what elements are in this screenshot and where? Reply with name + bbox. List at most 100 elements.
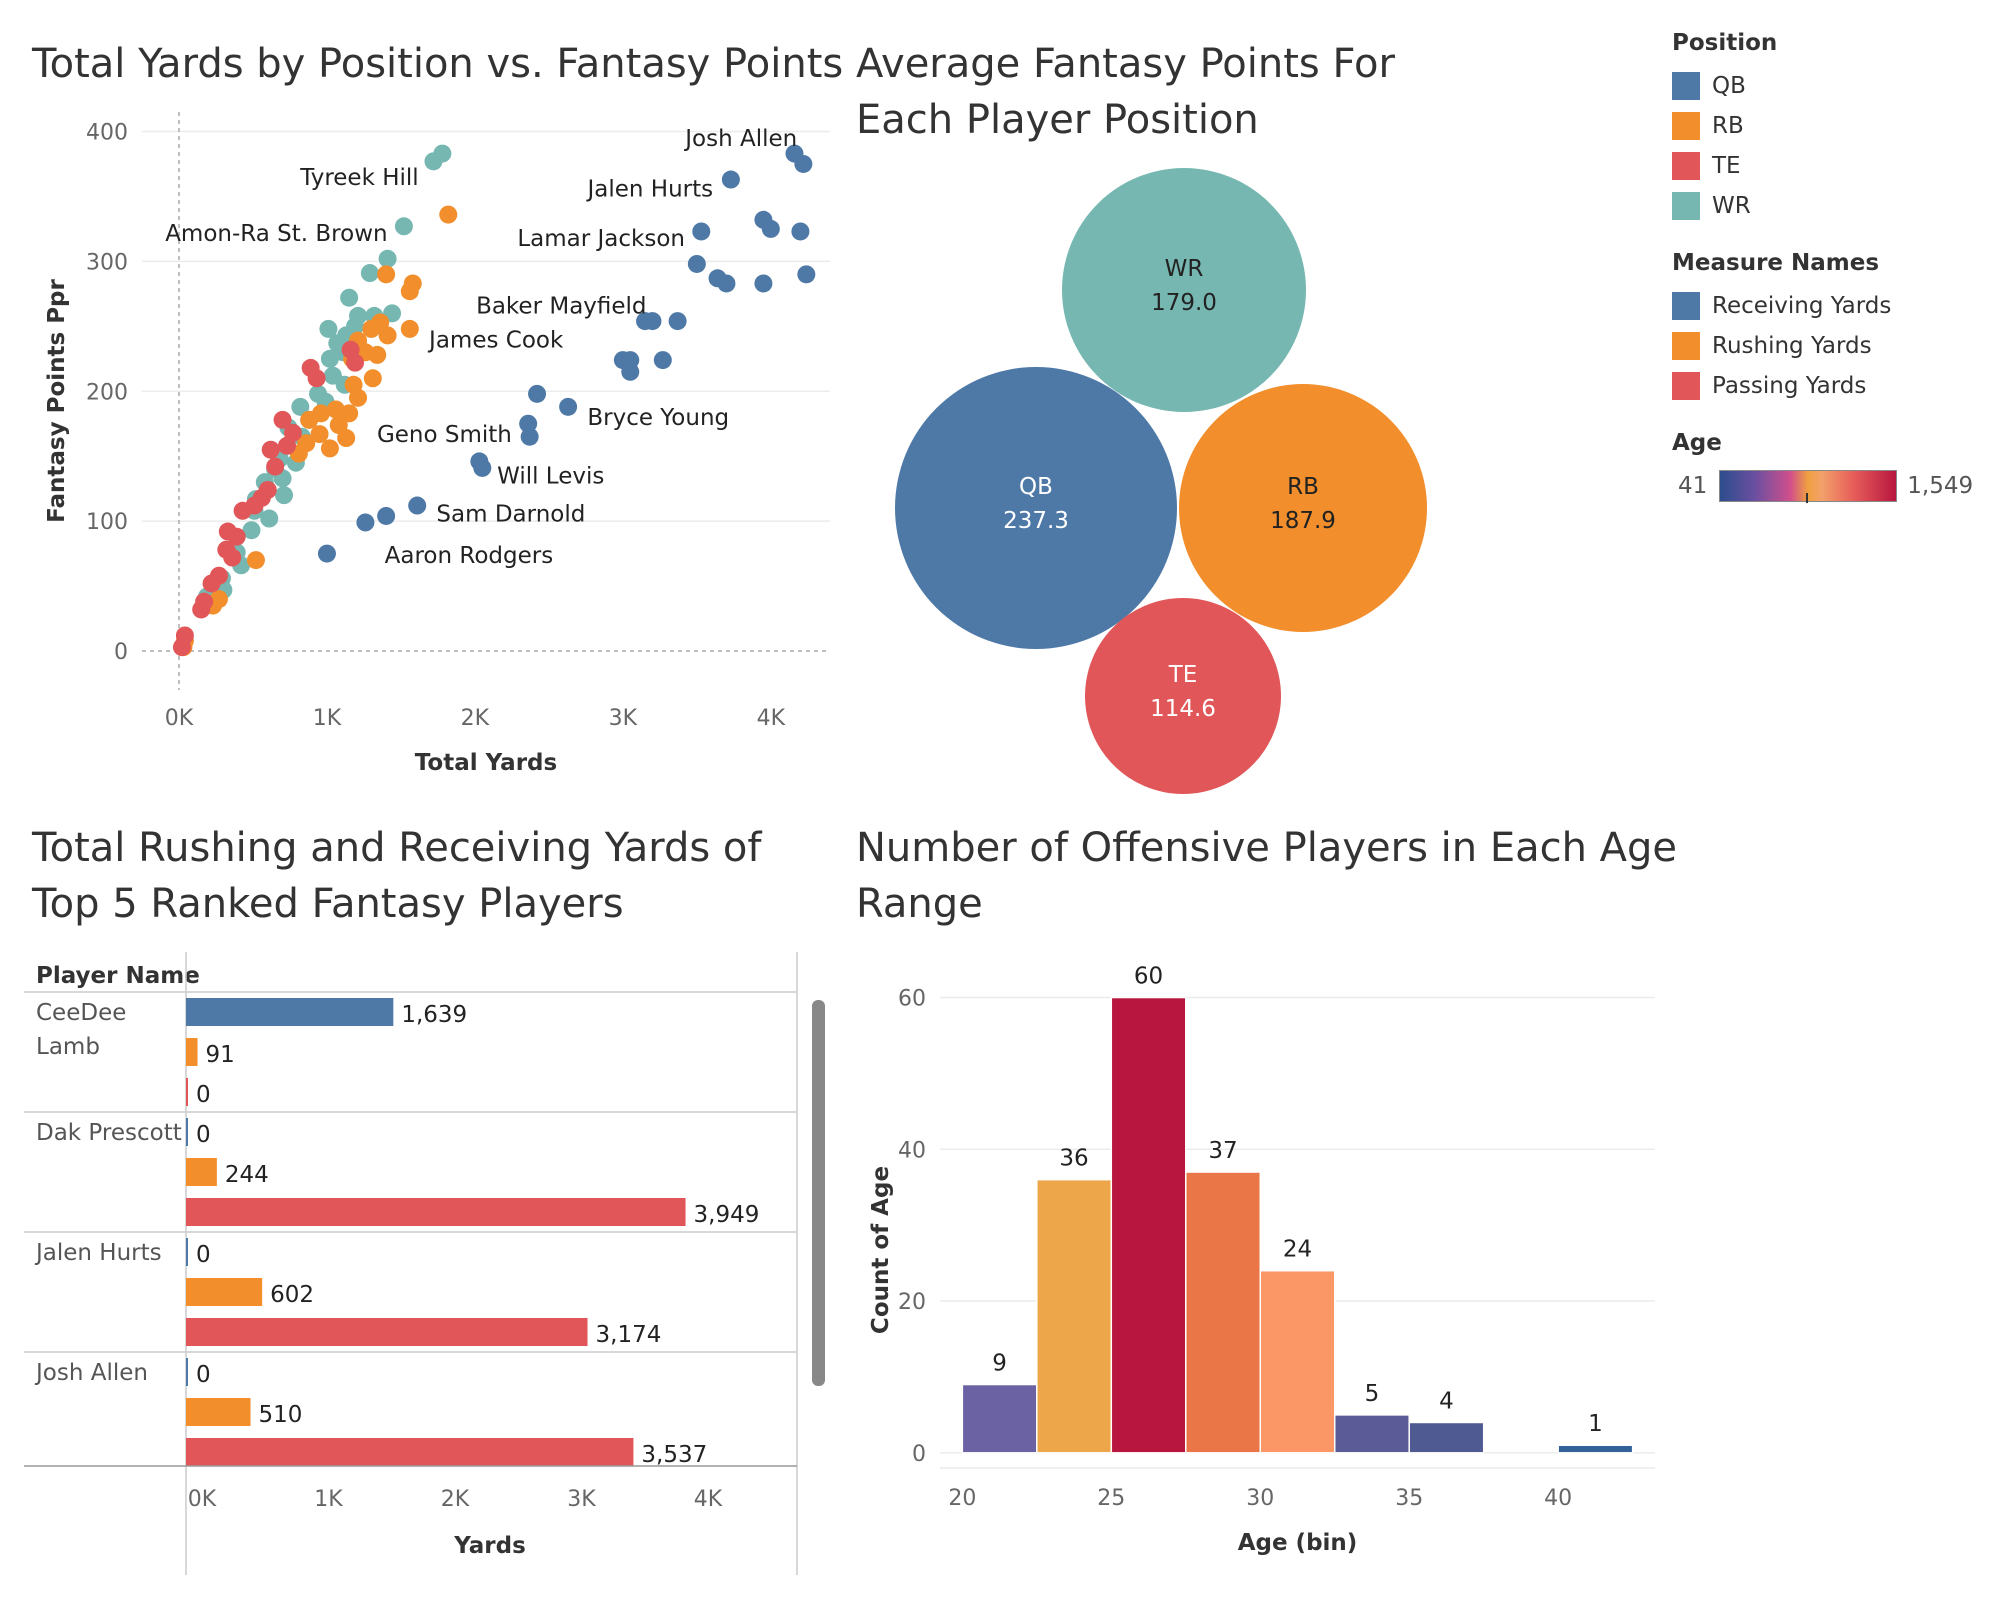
scatter-point-wr bbox=[242, 521, 261, 540]
scatter-point-qb bbox=[717, 274, 736, 293]
scatter-annotation: Josh Allen bbox=[683, 126, 797, 152]
scatter-point-te bbox=[277, 436, 296, 455]
legend-label: RB bbox=[1712, 113, 1744, 139]
hist-x-tick: 30 bbox=[1246, 1486, 1274, 1511]
bar-value-label: 1,639 bbox=[401, 1002, 467, 1028]
scatter-point-wr bbox=[340, 288, 359, 307]
bubble-rb bbox=[1179, 384, 1427, 632]
position-legend-item[interactable]: RB bbox=[1672, 106, 1973, 146]
scatter-point-wr bbox=[319, 319, 338, 338]
scatter-point-te bbox=[233, 501, 252, 520]
bar-value-label: 91 bbox=[206, 1042, 235, 1068]
legend-swatch bbox=[1672, 152, 1700, 180]
bar-passing bbox=[186, 1318, 588, 1346]
scatter-point-qb bbox=[692, 222, 711, 241]
bar-value-label: 602 bbox=[270, 1282, 314, 1308]
bar-value-label: 3,537 bbox=[641, 1442, 707, 1468]
hist-bar-label: 4 bbox=[1439, 1388, 1454, 1414]
scatter-point-te bbox=[273, 410, 292, 429]
scatter-point-rb bbox=[310, 425, 329, 444]
legend-swatch bbox=[1672, 332, 1700, 360]
bar-chart-title: Total Rushing and Receiving Yards of Top … bbox=[32, 820, 761, 932]
scatter-point-qb bbox=[797, 265, 816, 284]
scatter-point-qb bbox=[356, 513, 375, 532]
hist-bar-label: 9 bbox=[992, 1351, 1007, 1377]
hist-bar bbox=[1185, 1171, 1262, 1454]
scatter-point-wr bbox=[275, 486, 294, 505]
scatter-point-rb bbox=[320, 439, 339, 458]
scatter-y-tick: 200 bbox=[86, 380, 128, 405]
scatter-point-rb bbox=[377, 265, 396, 284]
scatter-point-qb bbox=[317, 544, 336, 563]
bubble-label: WR bbox=[1165, 256, 1204, 282]
bar-scrollbar bbox=[812, 1000, 825, 1386]
scatter-x-tick: 0K bbox=[165, 706, 194, 731]
position-legend-item[interactable]: QB bbox=[1672, 66, 1973, 106]
position-legend-item[interactable]: WR bbox=[1672, 186, 1973, 226]
scatter-point-qb bbox=[377, 506, 396, 525]
legend-label: Receiving Yards bbox=[1712, 293, 1892, 319]
position-legend-item[interactable]: TE bbox=[1672, 146, 1973, 186]
scatter-point-wr bbox=[291, 397, 310, 416]
hist-y-tick: 60 bbox=[898, 987, 926, 1012]
legend-label: Rushing Yards bbox=[1712, 333, 1872, 359]
bubble-chart-title-text: Average Fantasy Points For Each Player Po… bbox=[856, 41, 1395, 143]
scatter-point-qb bbox=[528, 384, 547, 403]
bar-x-tick: 4K bbox=[694, 1487, 723, 1512]
bubble-label: QB bbox=[1019, 474, 1053, 500]
hist-x-axis-title: Age (bin) bbox=[1238, 1530, 1358, 1556]
measure-legend-item[interactable]: Passing Yards bbox=[1672, 366, 1973, 406]
scatter-point-rb bbox=[400, 282, 419, 301]
hist-x-tick: 20 bbox=[948, 1486, 976, 1511]
hist-bar bbox=[1333, 1414, 1410, 1454]
scatter-point-te bbox=[307, 369, 326, 388]
scatter-point-te bbox=[223, 548, 242, 567]
legend-measure-title: Measure Names bbox=[1672, 250, 1880, 276]
age-color-ramp: 41 1,549 bbox=[1672, 466, 1973, 506]
scatter-point-qb bbox=[791, 222, 810, 241]
histogram-title-text: Number of Offensive Players in Each Age R… bbox=[856, 825, 1678, 927]
scatter-point-qb bbox=[687, 254, 706, 273]
bar-value-label: 244 bbox=[225, 1162, 269, 1188]
hist-y-tick: 0 bbox=[912, 1442, 926, 1467]
scatter-y-tick: 100 bbox=[86, 510, 128, 535]
scatter-x-tick: 1K bbox=[313, 706, 342, 731]
hist-y-tick: 20 bbox=[898, 1290, 926, 1315]
hist-bar bbox=[1110, 996, 1187, 1454]
scatter-point-te bbox=[202, 574, 221, 593]
bar-player-name: CeeDee bbox=[36, 1000, 126, 1026]
age-max-label: 1,549 bbox=[1907, 473, 1974, 499]
scatter-point-te bbox=[227, 527, 246, 546]
scatter-point-rb bbox=[439, 205, 458, 224]
measure-legend-item[interactable]: Receiving Yards bbox=[1672, 286, 1973, 326]
hist-bar-label: 24 bbox=[1283, 1237, 1312, 1263]
hist-y-tick: 40 bbox=[898, 1138, 926, 1163]
scatter-point-qb bbox=[761, 219, 780, 238]
scatter-point-qb bbox=[520, 427, 539, 446]
scatter-chart-title: Total Yards by Position vs. Fantasy Poin… bbox=[32, 41, 844, 87]
scatter-annotation: Amon-Ra St. Brown bbox=[165, 221, 387, 247]
measure-legend-item[interactable]: Rushing Yards bbox=[1672, 326, 1973, 366]
legend-position-title: Position bbox=[1672, 30, 1778, 56]
legend-label: WR bbox=[1712, 193, 1751, 219]
bar-x-tick: 0K bbox=[188, 1487, 217, 1512]
bar-value-label: 0 bbox=[196, 1082, 211, 1108]
scatter-point-wr bbox=[320, 349, 339, 368]
legend-label: TE bbox=[1712, 153, 1741, 179]
bar-player-name: Dak Prescott bbox=[36, 1120, 182, 1146]
hist-x-tick: 25 bbox=[1097, 1486, 1125, 1511]
scatter-annotation: Bryce Young bbox=[587, 405, 729, 431]
hist-y-axis-title: Count of Age bbox=[868, 1166, 894, 1334]
legend-swatch bbox=[1672, 72, 1700, 100]
legend-swatch bbox=[1672, 292, 1700, 320]
scatter-point-wr bbox=[360, 264, 379, 283]
bar-rushing bbox=[186, 1398, 251, 1426]
scatter-point-rb bbox=[340, 404, 359, 423]
scatter-point-qb bbox=[519, 414, 538, 433]
bar-x-tick: 2K bbox=[441, 1487, 470, 1512]
scatter-point-te bbox=[192, 600, 211, 619]
scatter-point-rb bbox=[349, 388, 368, 407]
bubble-chart: WR 179.0 QB 237.3 RB 187.9 TE 114.6 bbox=[895, 168, 1427, 794]
legend-measure-list: Receiving Yards Rushing Yards Passing Yard… bbox=[1672, 286, 1973, 406]
